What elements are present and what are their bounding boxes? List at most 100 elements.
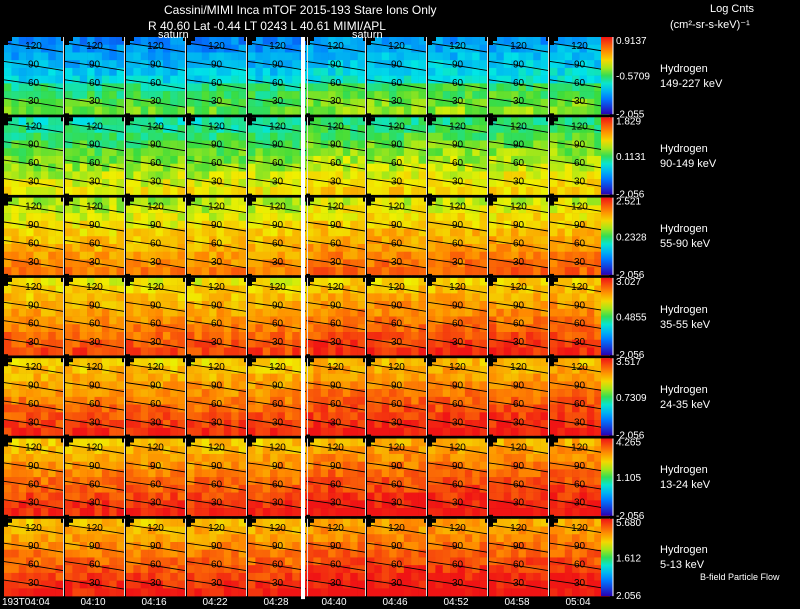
heatmap-cell: 120 90 60 30 [244,434,308,517]
band-label: Hydrogen 55-90 keV [660,222,710,252]
contour-line [427,178,488,188]
contour-label: 90 [89,381,101,392]
band-row: 120 90 60 30 120 90 60 30 120 90 60 30 120 90 60 30 120 9… [0,33,650,120]
contour-line [3,542,64,553]
chart-title: Cassini/MIMI Inca mTOF 2015-193 Stare Io… [164,3,437,17]
contour-label: 30 [391,257,403,268]
contour-label: 90 [211,300,223,311]
contour-label: 60 [574,319,586,330]
contour-label: 120 [86,282,103,293]
crosshair-v [65,434,69,447]
contour-label: 120 [388,523,405,534]
contour-line [64,239,125,250]
contour-line [125,79,186,90]
contour-label: 60 [28,479,40,490]
contour-label: 120 [388,41,405,52]
band-species: Hydrogen [660,464,708,477]
contour-label: 90 [452,461,464,472]
crosshair-v [550,514,554,527]
contour-label: 30 [513,257,525,268]
contour-line [366,418,427,429]
contour-line [125,524,186,535]
contour-label: 30 [28,337,40,348]
contour-line [488,561,549,572]
crosshair-v [4,514,8,527]
contour-label: 90 [391,220,403,231]
contour-line [125,542,186,553]
crosshair-v [248,514,252,527]
crosshair-v [187,273,191,286]
contour-label: 60 [330,158,342,169]
contour-label: 30 [391,578,403,589]
contour-label: 90 [574,140,586,151]
colorbar-min: -2.056 [616,511,645,522]
contour-label: 90 [211,381,223,392]
band-energy: 55-90 keV [660,238,711,251]
band-species: Hydrogen [660,303,708,316]
contour-line [64,258,125,269]
contour-label: 120 [147,121,164,132]
contour-label: 120 [327,121,344,132]
heatmap-cell: 120 90 60 30 [302,33,366,115]
contour-label: 90 [150,59,162,70]
contour-line [125,338,186,349]
crosshair-v [428,33,432,45]
heatmap-cell: 120 90 60 30 [363,434,427,517]
contour-label: 90 [452,381,464,392]
contour-label: 30 [28,96,40,107]
crosshair-v [187,33,191,45]
contour-label: 30 [391,498,403,509]
contour-label: 90 [330,381,342,392]
contour-label: 90 [28,300,40,311]
crosshair-v [4,354,8,367]
contour-label: 30 [28,417,40,428]
contour-label: 60 [574,238,586,249]
crosshair-v [65,33,69,45]
heatmap-cell: 120 90 60 30 [424,113,488,195]
contour-label: 30 [330,578,342,589]
contour-line [3,283,64,294]
contour-label: 90 [89,541,101,552]
contour-label: 120 [327,443,344,454]
crosshair-v [550,354,554,367]
contour-label: 60 [272,319,284,330]
heatmap-cell: 120 90 60 30 [61,514,125,597]
contour-line [488,542,549,553]
contour-line [125,561,186,572]
contour-line [488,499,549,510]
x-tick-label: 05:04 [565,597,591,608]
contour-line [64,60,125,71]
contour-line [3,258,64,269]
contour-line [3,203,64,214]
crosshair-v [248,113,252,126]
colorbar-min: -2.056 [616,431,645,442]
contour-line [3,499,64,510]
heatmap-cell: 120 90 60 30 [485,514,549,597]
contour-label: 60 [330,560,342,571]
contour-line [427,418,488,429]
contour-label: 60 [452,399,464,410]
crosshair-v [4,113,8,126]
contour-label: 90 [28,461,40,472]
contour-line [125,320,186,331]
contour-label: 120 [86,121,103,132]
heatmap-cell: 120 90 60 30 [61,273,125,356]
contour-label: 120 [86,202,103,213]
contour-line [366,382,427,393]
contour-line [427,524,488,535]
band-energy: 35-55 keV [660,318,711,331]
contour-line [186,542,247,553]
contour-line [488,320,549,331]
contour-line [305,203,366,214]
contour-line [427,444,488,454]
contour-label: 90 [211,220,223,231]
contour-label: 120 [208,41,225,52]
contour-label: 60 [574,78,586,89]
heatmap-cell: 120 90 60 30 [122,193,186,276]
crosshair-v [126,354,130,367]
contour-label: 90 [513,461,525,472]
contour-label: 120 [25,443,42,454]
contour-label: 120 [327,362,344,373]
band-label: Hydrogen 149-227 keV [660,62,722,92]
contour-label: 60 [330,78,342,89]
